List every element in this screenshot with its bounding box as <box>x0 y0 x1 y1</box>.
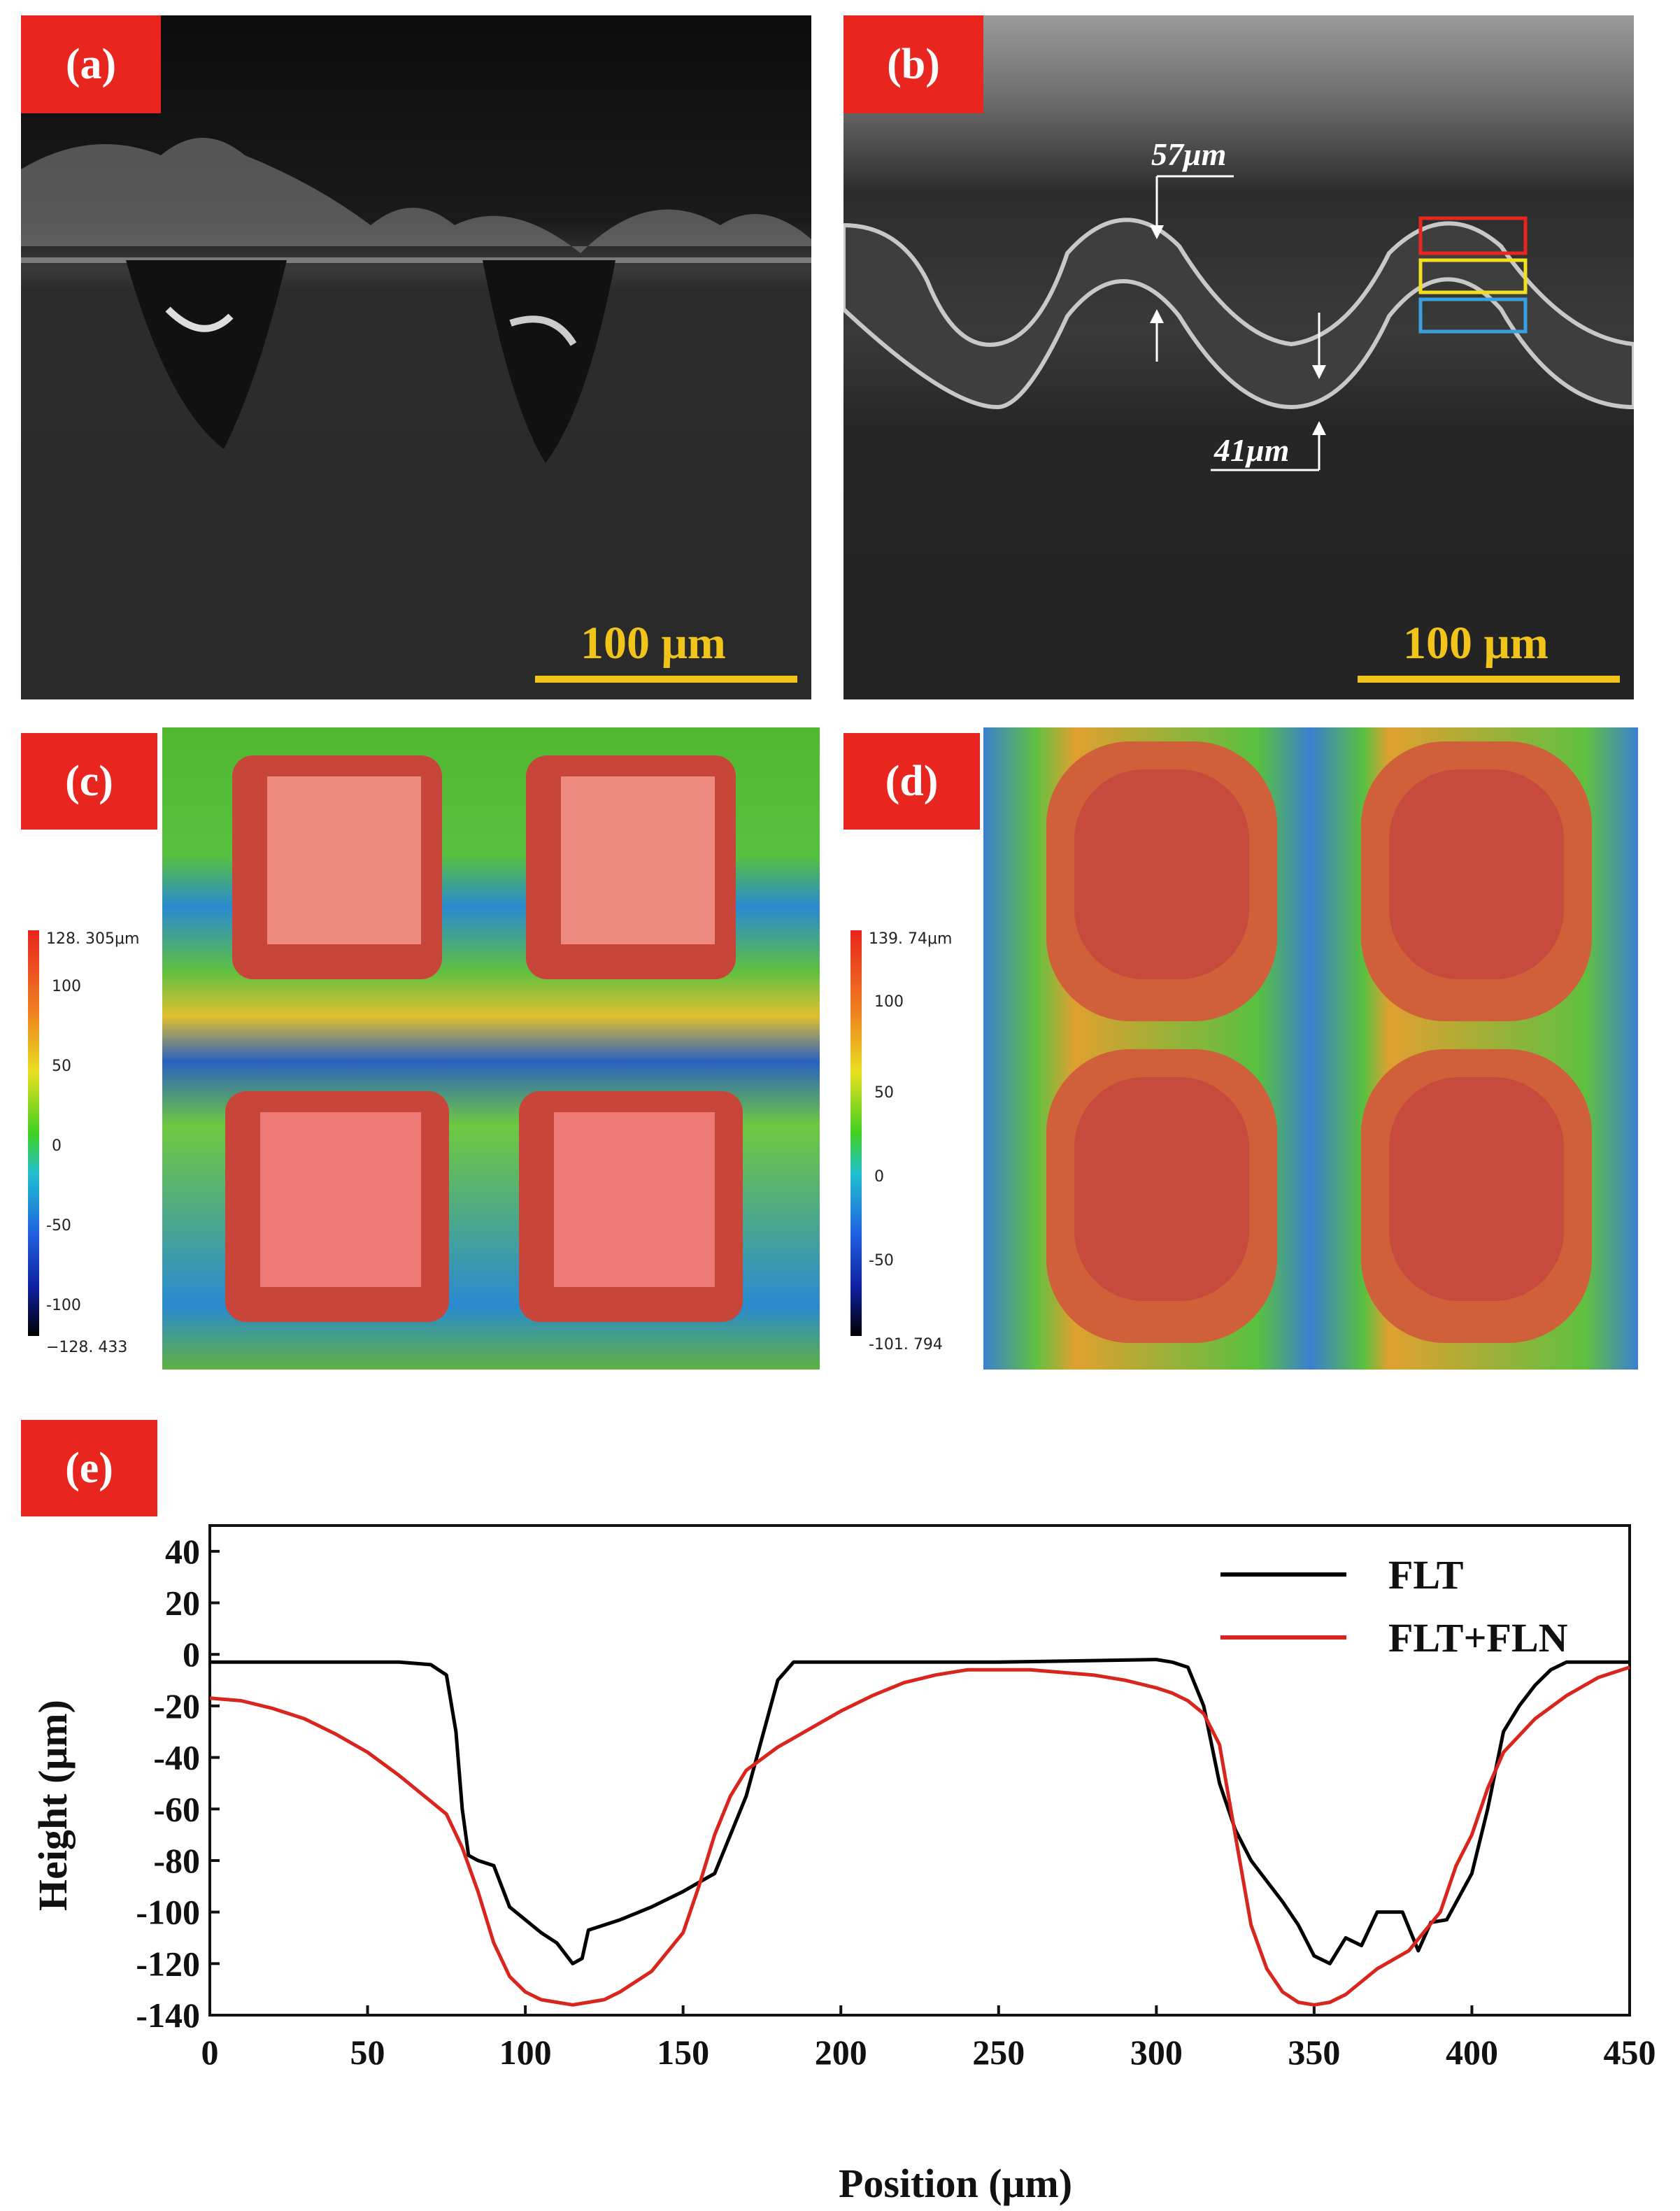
y-tick-label: -100 <box>136 1893 200 1932</box>
panel-tag-d: (d) <box>843 733 980 830</box>
colorbar-c-label: 128. 305μm <box>46 930 140 948</box>
x-tick-label: 200 <box>815 2033 867 2072</box>
x-tick-label: 300 <box>1130 2033 1183 2072</box>
scale-label: 100 μm <box>1403 618 1549 669</box>
panel-tag: (a) <box>21 15 161 113</box>
red-region-box <box>1418 216 1528 255</box>
y-tick-label: -60 <box>153 1789 200 1828</box>
blue-region-box <box>1418 297 1528 334</box>
x-tick-label: 250 <box>972 2033 1025 2072</box>
scale-label: 100 μm <box>581 618 726 669</box>
legend-label: FLT <box>1388 1552 1463 1598</box>
yellow-region-box <box>1418 258 1528 294</box>
sem-a-detail <box>21 138 811 463</box>
colorbar-c-label: -50 <box>46 1217 71 1235</box>
colorbar-d-label: 50 <box>874 1084 894 1102</box>
series-line-flt-fln <box>209 1665 1630 2007</box>
thickness-annotation-top: 57μm <box>1151 136 1227 172</box>
colorbar-c-label: 50 <box>52 1058 71 1075</box>
series-line-flt <box>210 1658 1630 1965</box>
thickness-annotation-bottom: 41μm <box>1214 432 1290 468</box>
panel-tag-c: (c) <box>21 733 157 830</box>
x-tick-label: 400 <box>1446 2033 1498 2072</box>
x-tick-label: 0 <box>201 2033 219 2072</box>
colorbar-d-label: 0 <box>874 1168 884 1186</box>
colorbar-d-label: 139. 74μm <box>869 930 953 948</box>
legend-label: FLT+FLN <box>1388 1615 1568 1661</box>
chart-axes <box>208 1524 1631 2017</box>
scale-bar <box>1358 676 1620 683</box>
panel-tag-e: (e) <box>21 1420 157 1516</box>
x-tick-label: 50 <box>350 2033 385 2072</box>
height-map-d <box>983 727 1638 1370</box>
y-tick-label: 0 <box>183 1635 200 1674</box>
scale-bar <box>535 676 797 683</box>
colorbar-c-label: 0 <box>52 1137 62 1155</box>
colorbar-c-label: −128. 433 <box>46 1339 128 1356</box>
sem-image-a: (a) 100 μm <box>21 15 811 699</box>
chart-legend: FLT FLT+FLN <box>1220 1552 1568 1661</box>
y-tick-label: -20 <box>153 1686 200 1726</box>
y-tick-label: -140 <box>136 1996 200 2035</box>
y-tick-label: -80 <box>153 1841 200 1880</box>
x-tick-label: 350 <box>1288 2033 1340 2072</box>
y-tick-label: 40 <box>165 1532 200 1571</box>
y-axis-label: Height (μm) <box>30 1700 76 1911</box>
colorbar-d-label: -50 <box>869 1252 894 1270</box>
colorbar-c <box>28 930 39 1336</box>
height-map-c-blocks <box>225 755 743 1322</box>
y-tick-label: -120 <box>136 1944 200 1983</box>
y-tick-label: -40 <box>153 1738 200 1777</box>
x-tick-label: 450 <box>1604 2033 1656 2072</box>
sem-b-detail <box>843 175 1634 471</box>
colorbar-d <box>850 930 862 1336</box>
chart-ticks: 0 50 100 150 200 250 300 350 400 45040200-20-40-6… <box>136 1532 1656 2072</box>
height-map-d-domes <box>1046 741 1592 1343</box>
height-profile-chart: 0 50 100 150 200 250 300 350 400 45040200-20-40-6… <box>30 1524 1656 2206</box>
colorbar-d-label: -101. 794 <box>869 1336 943 1353</box>
x-axis-label: Position (μm) <box>839 2161 1072 2206</box>
plot-frame <box>208 1524 1631 2017</box>
x-tick-label: 150 <box>657 2033 709 2072</box>
panel-tag: (b) <box>843 15 983 113</box>
chart-lines <box>209 1658 1630 2007</box>
x-tick-label: 100 <box>499 2033 552 2072</box>
colorbar-d-label: 100 <box>874 993 904 1011</box>
sem-image-b: (b) 57μm 41μm 100 μm <box>843 15 1634 699</box>
height-map-c <box>162 727 820 1370</box>
colorbar-c-label: 100 <box>52 978 81 995</box>
colorbar-c-label: -100 <box>46 1297 81 1314</box>
y-tick-label: 20 <box>165 1584 200 1623</box>
